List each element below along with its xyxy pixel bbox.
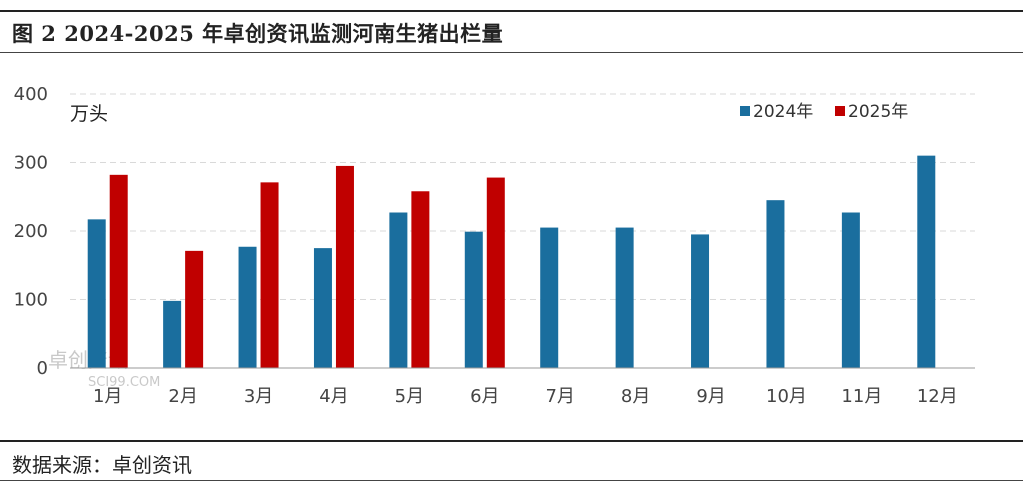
- bars: [87, 155, 936, 368]
- bar-2024: [917, 155, 936, 368]
- x-tick-label: 1月: [93, 386, 122, 407]
- x-tick-label: 4月: [319, 386, 348, 407]
- unit-label: 万头: [70, 103, 108, 125]
- source-rule: [0, 440, 1023, 442]
- bar-2024: [313, 248, 332, 368]
- bar-2025: [260, 182, 279, 368]
- bar-2025: [411, 191, 430, 368]
- legend-label: 2025年: [848, 102, 908, 122]
- x-tick-label: 3月: [244, 386, 273, 407]
- source-note: 数据来源：卓创资讯: [12, 453, 192, 477]
- bar-2024: [87, 219, 106, 368]
- legend-swatch: [740, 106, 750, 116]
- bar-2024: [163, 300, 182, 368]
- figure-title: 图 2 2024-2025 年卓创资讯监测河南生猪出栏量: [12, 21, 504, 46]
- legend: 2024年 2025年: [740, 102, 908, 122]
- x-tick-label: 5月: [395, 386, 424, 407]
- bar-2024: [464, 231, 483, 368]
- bar-2025: [486, 177, 505, 368]
- top-rule: [0, 10, 1023, 12]
- x-tick-label: 2月: [168, 386, 197, 407]
- y-tick-label: 300: [14, 153, 48, 174]
- bar-2024: [691, 234, 710, 368]
- bar-2025: [109, 174, 128, 368]
- bar-2024: [841, 212, 860, 368]
- bar-2024: [766, 200, 785, 368]
- legend-label: 2024年: [753, 102, 813, 122]
- bar-2024: [389, 212, 408, 368]
- x-tick-label: 9月: [696, 386, 725, 407]
- y-tick-label: 200: [14, 221, 48, 242]
- bar-2025: [185, 250, 204, 368]
- x-tick-label: 10月: [766, 386, 807, 407]
- bar-2025: [335, 165, 354, 368]
- bar-2024: [615, 227, 634, 368]
- watermark-url: SCI99.COM: [88, 375, 160, 390]
- x-tick-label: 7月: [545, 386, 574, 407]
- x-tick-labels: 1月 2月 3月 4月 5月 6月 7月 8月 9月 10月 11月 12月: [93, 386, 958, 407]
- gridlines: [70, 93, 975, 300]
- bar-2024: [540, 227, 559, 368]
- x-tick-label: 12月: [917, 386, 958, 407]
- y-tick-labels: 0 100 200 300 400: [14, 84, 48, 379]
- x-tick-label: 11月: [841, 386, 882, 407]
- legend-swatch: [835, 106, 845, 116]
- bar-2024: [238, 246, 257, 368]
- y-tick-label: 0: [37, 358, 48, 379]
- x-tick-label: 6月: [470, 386, 499, 407]
- y-tick-label: 100: [14, 290, 48, 311]
- bottom-rule: [0, 480, 1023, 481]
- y-tick-label: 400: [14, 84, 48, 105]
- x-tick-label: 8月: [621, 386, 650, 407]
- title-rule: [0, 52, 1023, 53]
